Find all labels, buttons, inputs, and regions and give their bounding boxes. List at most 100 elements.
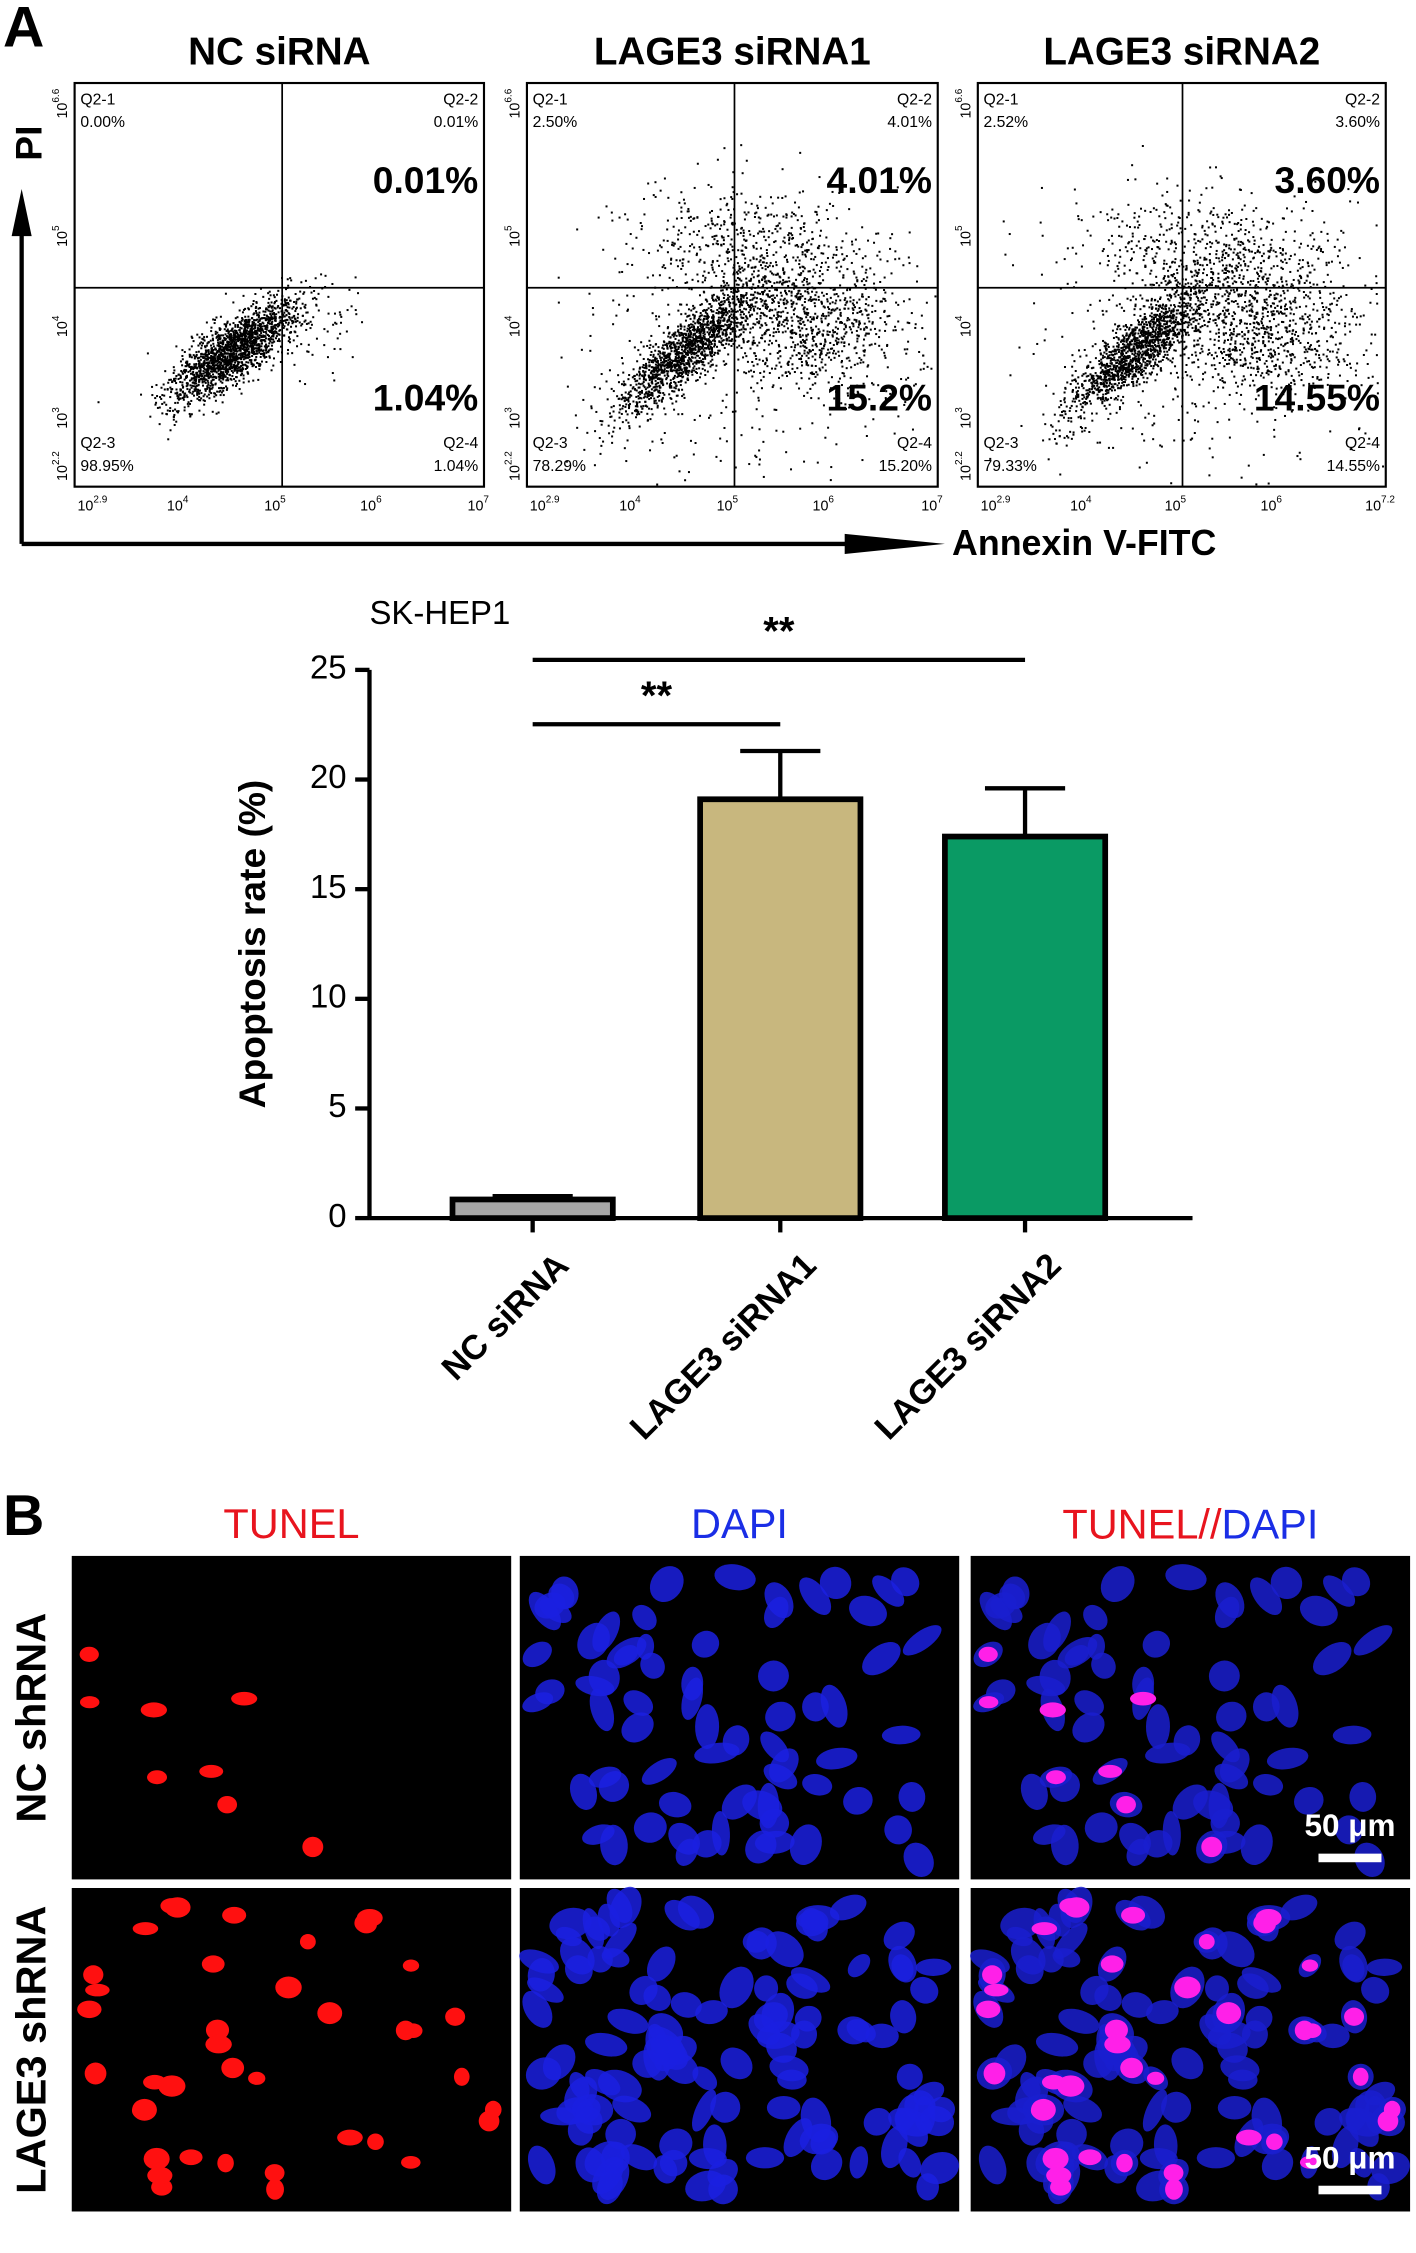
- dot: [743, 328, 745, 330]
- dot: [744, 352, 746, 354]
- dot: [872, 321, 874, 323]
- dot: [234, 347, 236, 349]
- dot: [769, 265, 771, 267]
- dot: [273, 294, 275, 296]
- dot: [205, 390, 207, 392]
- dot: [254, 333, 256, 335]
- dot: [232, 345, 234, 347]
- dot: [786, 375, 788, 377]
- dot: [299, 291, 301, 293]
- dot: [695, 311, 697, 313]
- dot: [884, 321, 886, 323]
- dot: [664, 432, 666, 434]
- dot: [735, 256, 737, 258]
- dot: [267, 334, 269, 336]
- dot: [711, 218, 713, 220]
- dot: [836, 333, 838, 335]
- dot: [835, 321, 837, 323]
- dot: [662, 266, 664, 268]
- dot: [637, 395, 639, 397]
- dot: [660, 381, 662, 383]
- dot: [315, 298, 317, 300]
- dot: [235, 350, 237, 352]
- dot: [654, 181, 656, 183]
- dot: [736, 193, 738, 195]
- dot: [758, 280, 760, 282]
- dot: [275, 316, 277, 318]
- dot: [297, 298, 299, 300]
- dot: [689, 331, 691, 333]
- dot: [814, 353, 816, 355]
- dot: [861, 293, 863, 295]
- dot: [655, 376, 657, 378]
- dot: [790, 232, 792, 234]
- dot: [767, 266, 769, 268]
- dot: [308, 344, 310, 346]
- dot: [710, 326, 712, 328]
- dot: [671, 334, 673, 336]
- panel-label: B: [3, 1484, 44, 1548]
- dot: [693, 370, 695, 372]
- dot: [715, 235, 717, 237]
- dot: [595, 411, 597, 413]
- dot: [742, 326, 744, 328]
- dot: [634, 346, 636, 348]
- dot: [243, 378, 245, 380]
- dot: [751, 273, 753, 275]
- dot: [886, 260, 888, 262]
- dot: [710, 309, 712, 311]
- dot: [869, 344, 871, 346]
- dot: [723, 276, 725, 278]
- dot: [235, 376, 237, 378]
- dot: [709, 341, 711, 343]
- dot: [727, 209, 729, 211]
- tick-label: 104: [51, 315, 71, 337]
- dot: [268, 298, 270, 300]
- dot: [783, 325, 785, 327]
- dot: [726, 288, 728, 290]
- dot: [729, 323, 731, 325]
- dot: [753, 340, 755, 342]
- dot: [709, 415, 711, 417]
- dot: [241, 338, 243, 340]
- dot: [253, 328, 255, 330]
- dot: [195, 372, 197, 374]
- dot: [794, 295, 796, 297]
- dot: [240, 347, 242, 349]
- dot: [751, 203, 753, 205]
- dot: [216, 345, 218, 347]
- dot: [768, 230, 770, 232]
- dot: [766, 249, 768, 251]
- dot: [184, 371, 186, 373]
- dot: [664, 364, 666, 366]
- dot: [685, 348, 687, 350]
- dot: [924, 338, 926, 340]
- dot: [832, 257, 834, 259]
- dot: [717, 325, 719, 327]
- dot: [215, 383, 217, 385]
- dot: [204, 375, 206, 377]
- dot: [196, 385, 198, 387]
- dot: [718, 312, 720, 314]
- dot: [204, 345, 206, 347]
- dot: [812, 356, 814, 358]
- dot: [856, 352, 858, 354]
- dot: [639, 401, 641, 403]
- dot: [823, 330, 825, 332]
- dot: [802, 266, 804, 268]
- dot: [883, 289, 885, 291]
- dot: [705, 326, 707, 328]
- dot: [727, 327, 729, 329]
- dot: [233, 364, 235, 366]
- dot: [660, 190, 662, 192]
- dot: [840, 266, 842, 268]
- tick-base: 10: [77, 498, 93, 514]
- dot: [836, 249, 838, 251]
- dot: [669, 277, 671, 279]
- dot: [230, 330, 232, 332]
- dot: [814, 302, 816, 304]
- dot: [709, 303, 711, 305]
- dot: [803, 310, 805, 312]
- dot: [709, 332, 711, 334]
- dot: [711, 210, 713, 212]
